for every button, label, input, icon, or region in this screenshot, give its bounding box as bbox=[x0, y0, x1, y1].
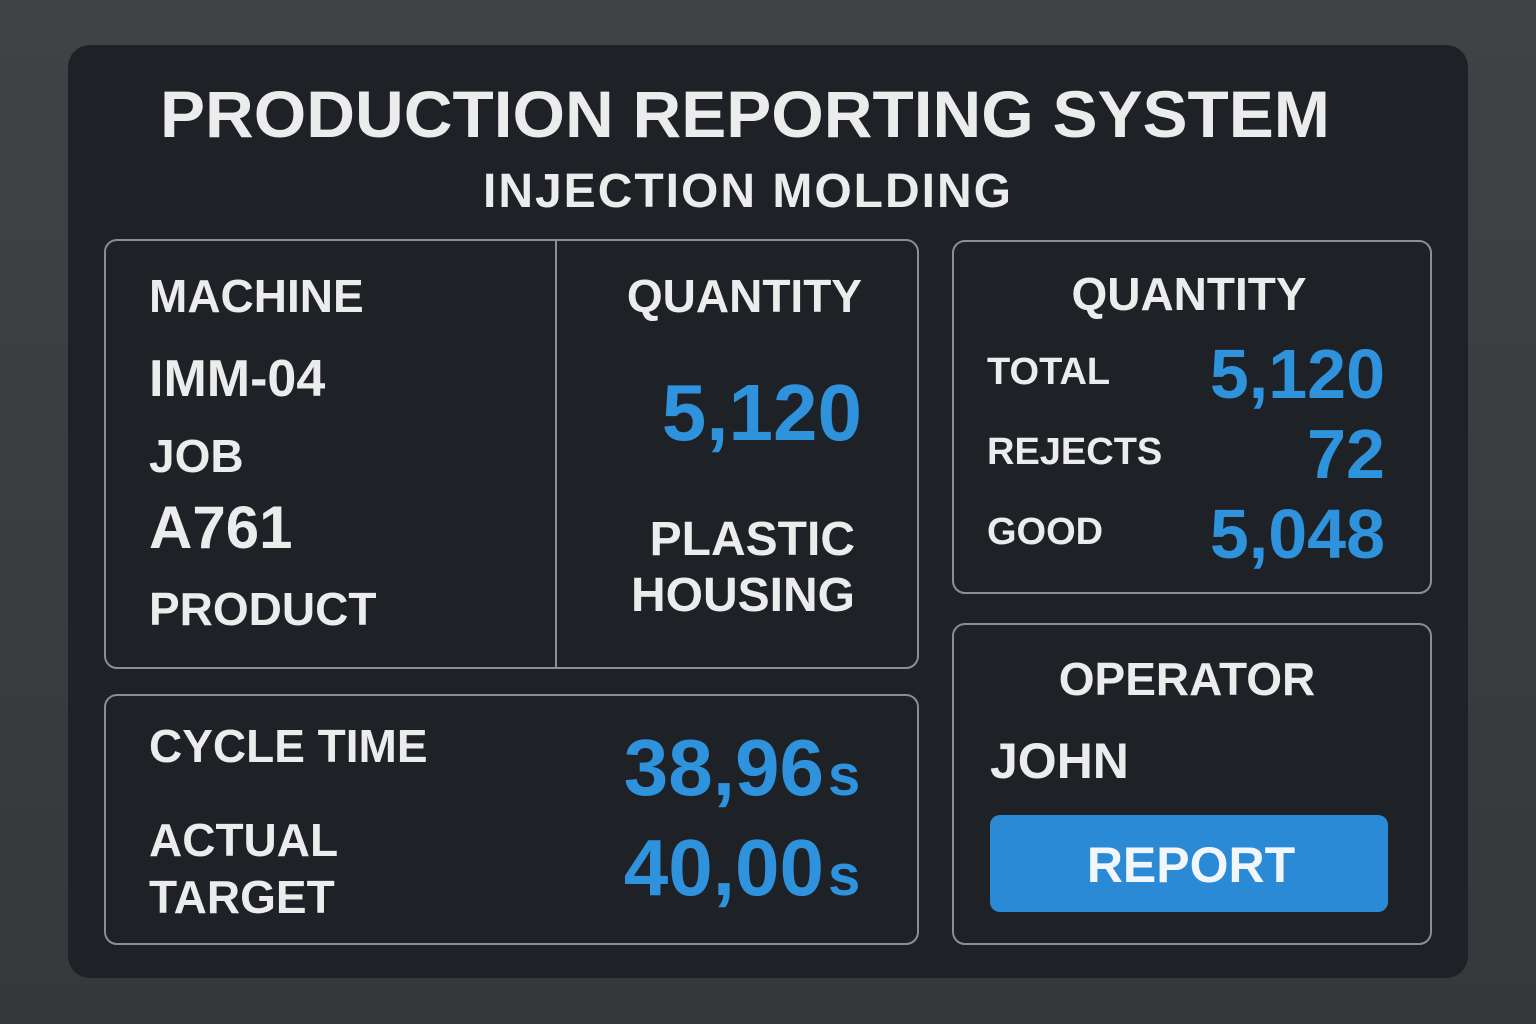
box-title: OPERATOR bbox=[1059, 653, 1315, 705]
operator-name: JOHN bbox=[990, 733, 1129, 789]
label: GOOD bbox=[987, 511, 1103, 553]
label: REJECTS bbox=[987, 431, 1162, 473]
unit: s bbox=[828, 743, 860, 808]
value: 5,048 bbox=[1210, 495, 1385, 573]
label: JOB bbox=[149, 430, 244, 482]
label: TOTAL bbox=[987, 351, 1110, 393]
value: IMM-04 bbox=[149, 350, 325, 408]
value: 72 bbox=[1307, 415, 1385, 493]
quantity-box bbox=[952, 240, 1432, 594]
label: ACTUAL bbox=[149, 814, 338, 866]
box-title: QUANTITY bbox=[1071, 268, 1306, 320]
label: MACHINE bbox=[149, 270, 364, 322]
label: PRODUCT bbox=[149, 583, 376, 635]
value: A761 bbox=[149, 494, 292, 561]
title: PRODUCTION REPORTING SYSTEM bbox=[160, 77, 1330, 151]
actual-time: 38,96 bbox=[624, 723, 824, 812]
value: 5,120 bbox=[1210, 335, 1385, 413]
label: CYCLE TIME bbox=[149, 720, 428, 772]
target-time: 40,00 bbox=[624, 823, 824, 912]
button-label[interactable]: REPORT bbox=[1087, 837, 1295, 893]
operator-box bbox=[952, 623, 1432, 945]
unit: s bbox=[828, 843, 860, 908]
product: PLASTIC bbox=[650, 513, 855, 566]
label: TARGET bbox=[149, 871, 335, 923]
quantity: 5,120 bbox=[662, 368, 862, 457]
cycle-box bbox=[104, 694, 919, 945]
job-box bbox=[104, 239, 919, 669]
label: QUANTITY bbox=[627, 270, 862, 322]
panel bbox=[68, 45, 1468, 978]
button-bg[interactable] bbox=[990, 815, 1388, 912]
report-button[interactable]: REPORT bbox=[990, 815, 1388, 912]
product: HOUSING bbox=[631, 569, 855, 622]
subtitle: INJECTION MOLDING bbox=[483, 165, 1013, 218]
